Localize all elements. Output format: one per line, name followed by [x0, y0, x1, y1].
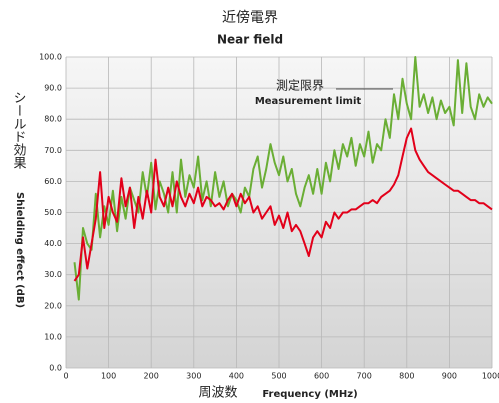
annotation: Measurement limit	[255, 96, 362, 107]
series-line	[73, 56, 493, 301]
y-tick-label: 40.0	[44, 239, 62, 248]
x-tick-label: 200	[144, 372, 159, 381]
x-tick-label: 300	[186, 372, 201, 381]
x-tick-label: 600	[314, 372, 329, 381]
x-tick-label: 0	[63, 372, 68, 381]
x-tick-label: 1000	[482, 372, 499, 381]
series-line	[73, 127, 493, 282]
y-tick-label: 10.0	[44, 332, 62, 341]
chart-subtitle: Near field	[217, 33, 283, 47]
y-tick-label: 60.0	[44, 177, 62, 186]
chart-title: 近傍電界	[222, 9, 278, 26]
y-axis-label: シールド効果	[11, 91, 27, 169]
x-axis-label-en: Frequency (MHz)	[262, 389, 357, 400]
x-tick-label: 800	[399, 372, 414, 381]
x-tick-label: 100	[101, 372, 116, 381]
y-tick-label: 20.0	[44, 301, 62, 310]
y-tick-label: 70.0	[44, 146, 62, 155]
x-tick-label: 700	[357, 372, 372, 381]
x-axis-label: 周波数	[198, 386, 237, 401]
y-tick-label: 30.0	[44, 270, 62, 279]
x-tick-label: 400	[229, 372, 244, 381]
y-axis-label-en: Shielding effect (dB)	[14, 192, 25, 308]
y-tick-label: 90.0	[44, 84, 62, 93]
annotation-bg	[252, 90, 364, 104]
y-tick-label: 80.0	[44, 115, 62, 124]
x-tick-label: 500	[271, 372, 286, 381]
annotation: 測定限界	[276, 78, 324, 93]
y-tick-label: 50.0	[44, 208, 62, 217]
y-tick-label: 100.0	[39, 53, 62, 62]
x-tick-label: 900	[442, 372, 457, 381]
y-tick-label: 0.0	[49, 364, 62, 373]
